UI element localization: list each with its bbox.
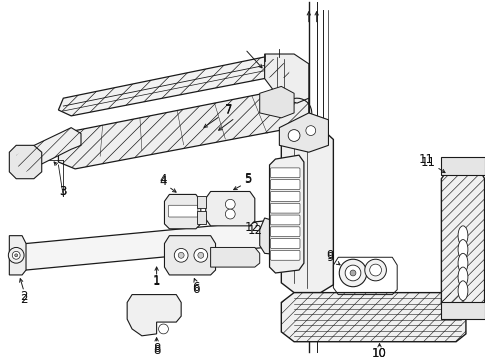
- Polygon shape: [164, 236, 215, 275]
- Polygon shape: [164, 194, 201, 229]
- Ellipse shape: [457, 267, 467, 287]
- Polygon shape: [441, 172, 484, 309]
- Text: 1: 1: [153, 274, 160, 287]
- FancyBboxPatch shape: [270, 239, 299, 248]
- FancyBboxPatch shape: [270, 192, 299, 201]
- Text: 5: 5: [244, 173, 251, 186]
- Polygon shape: [279, 113, 328, 152]
- Text: 4: 4: [160, 175, 167, 188]
- FancyBboxPatch shape: [168, 205, 198, 217]
- Text: 8: 8: [153, 342, 160, 355]
- Text: 1: 1: [153, 275, 160, 288]
- Polygon shape: [16, 128, 81, 172]
- Circle shape: [158, 324, 168, 334]
- Polygon shape: [264, 54, 308, 103]
- Text: 10: 10: [371, 347, 386, 360]
- Text: 4: 4: [160, 173, 167, 186]
- Circle shape: [225, 199, 235, 209]
- Polygon shape: [58, 57, 288, 116]
- Ellipse shape: [457, 240, 467, 259]
- Circle shape: [194, 248, 207, 262]
- FancyBboxPatch shape: [270, 215, 299, 225]
- Text: 10: 10: [371, 347, 386, 360]
- Polygon shape: [259, 86, 293, 118]
- FancyBboxPatch shape: [270, 251, 299, 260]
- Text: 3: 3: [60, 185, 67, 198]
- Polygon shape: [441, 302, 484, 319]
- Ellipse shape: [457, 281, 467, 301]
- Text: 6: 6: [192, 283, 199, 296]
- Text: 12: 12: [247, 224, 262, 237]
- Text: 5: 5: [244, 172, 251, 185]
- Polygon shape: [9, 236, 26, 275]
- Ellipse shape: [457, 226, 467, 246]
- Polygon shape: [197, 197, 205, 208]
- Text: 3: 3: [60, 185, 67, 198]
- Polygon shape: [210, 247, 259, 267]
- Circle shape: [174, 248, 188, 262]
- Circle shape: [287, 130, 299, 141]
- Ellipse shape: [457, 253, 467, 273]
- Polygon shape: [197, 211, 205, 224]
- FancyBboxPatch shape: [270, 180, 299, 189]
- Polygon shape: [281, 128, 333, 293]
- Text: 11: 11: [418, 153, 433, 166]
- Circle shape: [305, 126, 315, 135]
- Polygon shape: [127, 294, 181, 336]
- Text: 7: 7: [224, 104, 232, 117]
- Circle shape: [339, 259, 366, 287]
- Polygon shape: [14, 221, 281, 270]
- Text: 6: 6: [192, 281, 199, 294]
- Circle shape: [345, 265, 360, 281]
- Polygon shape: [441, 157, 484, 175]
- Circle shape: [364, 259, 386, 281]
- FancyBboxPatch shape: [270, 227, 299, 237]
- Text: 8: 8: [153, 344, 160, 357]
- Circle shape: [349, 270, 355, 276]
- Circle shape: [198, 252, 203, 258]
- Polygon shape: [205, 192, 254, 226]
- Text: 2: 2: [20, 290, 28, 303]
- Polygon shape: [58, 88, 308, 169]
- Circle shape: [225, 209, 235, 219]
- Text: 9: 9: [326, 249, 333, 262]
- FancyBboxPatch shape: [270, 168, 299, 178]
- Text: 9: 9: [326, 251, 333, 264]
- Polygon shape: [9, 145, 41, 179]
- Circle shape: [369, 264, 381, 276]
- Polygon shape: [281, 293, 465, 342]
- FancyBboxPatch shape: [270, 203, 299, 213]
- Polygon shape: [269, 155, 303, 273]
- Circle shape: [178, 252, 184, 258]
- Circle shape: [15, 254, 18, 257]
- Text: 11: 11: [420, 156, 435, 168]
- Polygon shape: [259, 218, 288, 255]
- Text: 7: 7: [224, 103, 232, 117]
- Circle shape: [12, 251, 20, 259]
- Circle shape: [8, 247, 24, 263]
- Text: 12: 12: [244, 221, 259, 234]
- Text: 2: 2: [20, 293, 28, 306]
